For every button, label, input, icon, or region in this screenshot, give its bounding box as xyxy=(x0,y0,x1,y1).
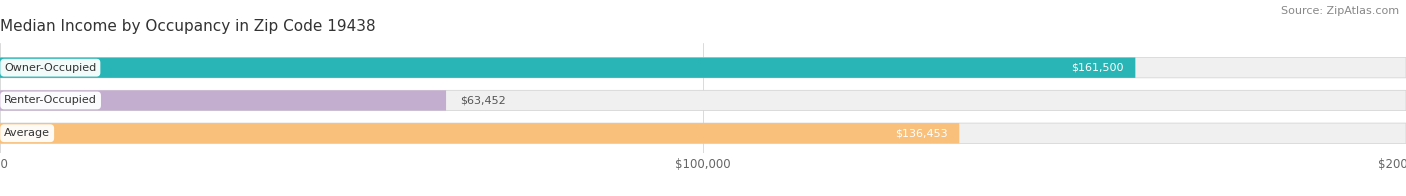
FancyBboxPatch shape xyxy=(0,58,1406,78)
FancyBboxPatch shape xyxy=(0,58,1136,78)
FancyBboxPatch shape xyxy=(0,123,1406,143)
Text: $161,500: $161,500 xyxy=(1071,63,1125,73)
Text: $63,452: $63,452 xyxy=(460,95,506,105)
Text: $136,453: $136,453 xyxy=(896,128,948,138)
Text: Median Income by Occupancy in Zip Code 19438: Median Income by Occupancy in Zip Code 1… xyxy=(0,19,375,34)
Text: Average: Average xyxy=(4,128,51,138)
Text: Owner-Occupied: Owner-Occupied xyxy=(4,63,97,73)
FancyBboxPatch shape xyxy=(0,90,1406,111)
Text: Renter-Occupied: Renter-Occupied xyxy=(4,95,97,105)
Text: Source: ZipAtlas.com: Source: ZipAtlas.com xyxy=(1281,6,1399,16)
FancyBboxPatch shape xyxy=(0,90,446,111)
FancyBboxPatch shape xyxy=(0,123,959,143)
